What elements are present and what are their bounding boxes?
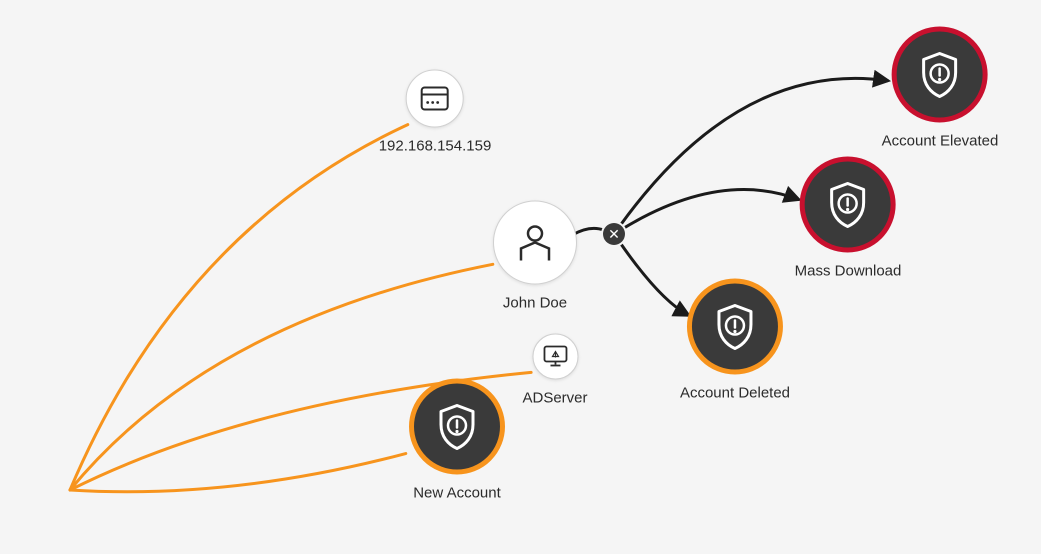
- node-account-elevated-label: Account Elevated: [882, 133, 999, 150]
- node-new-account[interactable]: New Account: [409, 379, 505, 502]
- close-icon: ✕: [608, 227, 620, 241]
- graph-canvas: 192.168.154.159 John Doe ADServer: [0, 0, 1041, 554]
- node-mass-download[interactable]: Mass Download: [795, 157, 902, 280]
- edge: [623, 190, 798, 229]
- shield-alert-icon: [713, 303, 757, 351]
- node-server[interactable]: ADServer: [522, 334, 587, 407]
- node-server-label: ADServer: [522, 390, 587, 407]
- shield-alert-icon: [918, 51, 962, 99]
- edge: [620, 243, 688, 315]
- shield-alert-icon: [435, 403, 479, 451]
- node-account-deleted[interactable]: Account Deleted: [680, 279, 790, 402]
- node-new-account-label: New Account: [413, 485, 501, 502]
- collapse-hub[interactable]: ✕: [603, 223, 625, 245]
- edge: [70, 454, 406, 492]
- node-ip[interactable]: 192.168.154.159: [379, 70, 492, 155]
- node-account-deleted-label: Account Deleted: [680, 385, 790, 402]
- node-account-elevated[interactable]: Account Elevated: [882, 27, 999, 150]
- shield-alert-icon: [826, 181, 870, 229]
- node-user[interactable]: John Doe: [493, 201, 577, 312]
- browser-icon: [420, 86, 450, 112]
- edge: [70, 125, 408, 490]
- user-icon: [513, 221, 557, 265]
- monitor-icon: [542, 345, 568, 369]
- node-mass-download-label: Mass Download: [795, 263, 902, 280]
- node-user-label: John Doe: [503, 295, 567, 312]
- edge: [572, 228, 603, 235]
- node-ip-label: 192.168.154.159: [379, 138, 492, 155]
